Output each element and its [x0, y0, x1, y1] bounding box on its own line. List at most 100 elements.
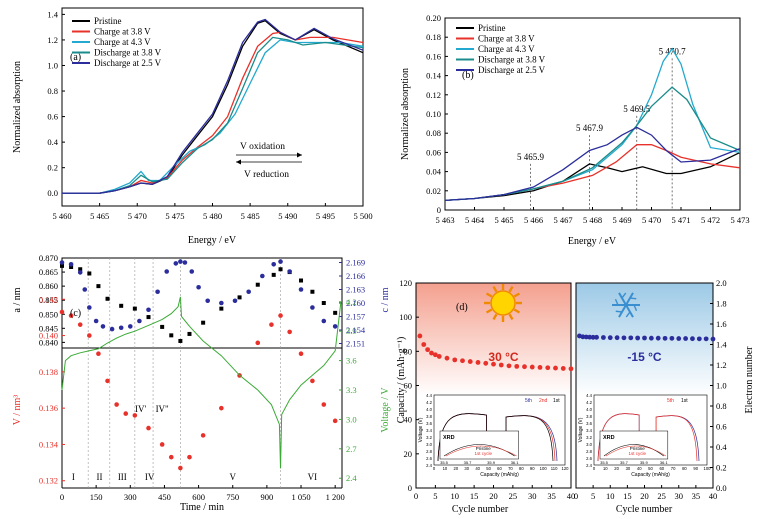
d-inset-ytick-label: 4.4	[426, 393, 432, 398]
d-ytick-label: 80	[404, 346, 413, 356]
c-c-point	[82, 287, 88, 292]
c-a-point	[69, 265, 74, 269]
d-capacity-point	[522, 364, 527, 370]
a-series-line	[62, 18, 364, 194]
a-ytick-label: 1.0	[47, 60, 58, 70]
c-xtick-label: 150	[90, 492, 103, 502]
d-xrd-frame	[439, 430, 519, 460]
sun-ray	[485, 292, 493, 298]
c-a-point	[237, 295, 242, 300]
d-inset-legend-label: 5th	[525, 398, 532, 404]
d-inset-ytick-label: 2.4	[586, 463, 592, 468]
d-capacity-point	[587, 334, 593, 340]
c-V-point	[68, 313, 74, 318]
c-c-point	[321, 318, 327, 324]
b-legend-label: Pristine	[478, 23, 506, 33]
c-c-point	[246, 289, 251, 295]
b-xtick-label: 5 465	[494, 215, 513, 225]
c-V-point	[105, 378, 110, 384]
d-xrd-label: XRD	[443, 435, 455, 441]
panel-c-series	[59, 259, 342, 471]
panel-c-a-ylabel: a / nm	[12, 287, 23, 312]
c-a-point	[278, 267, 283, 272]
c-V-point	[321, 402, 327, 407]
d-capacity-point	[568, 366, 574, 372]
snowflake-branch	[615, 310, 623, 313]
d-ytick-label: 0	[408, 483, 412, 493]
d-xrd-xtick-label: 36.1	[511, 460, 520, 465]
c-a-point	[271, 272, 276, 277]
d-capacity-point	[594, 334, 599, 340]
d-xrd-xtick-label: 35.9	[640, 460, 649, 465]
c-a-point	[333, 310, 338, 315]
d-xtick-label: 20	[640, 491, 649, 501]
d-inset-ytick-label: 4.4	[586, 393, 592, 398]
c-xtick-label: 300	[124, 492, 137, 502]
d-capacity-point	[648, 335, 654, 341]
c-v-ytick-label: 0.138	[39, 367, 58, 377]
d-inset-xtick-label: 30	[626, 466, 631, 471]
d-capacity-point	[669, 335, 675, 341]
c-a-point	[119, 303, 124, 308]
panel-a-lines	[62, 18, 364, 194]
c-v-ytick-label: 0.140	[39, 331, 58, 341]
d-xrd-xtick-label: 35.7	[620, 460, 629, 465]
d-xrd-legend-pristine: Pristine	[630, 446, 646, 451]
c-c-point	[260, 273, 265, 279]
c-c-ytick-label: 2.166	[346, 271, 365, 281]
d-inset-xtick-label: 90	[530, 466, 535, 471]
b-series-line	[444, 86, 741, 202]
d-inset-ytick-label: 3.2	[586, 435, 592, 440]
sun-ray	[485, 308, 493, 314]
d-inset-legend-label: 1st	[553, 398, 560, 404]
b-ytick-label: 0	[437, 205, 441, 215]
b-xtick-label: 5 473	[730, 215, 749, 225]
snowflake-branch	[621, 292, 627, 299]
d-xrd-label: XRD	[603, 435, 615, 441]
c-c-ytick-label: 2.169	[346, 258, 365, 268]
a-xtick-label: 5 485	[241, 211, 260, 221]
panel-b-label: (b)	[462, 70, 474, 81]
d-inset-ytick-label: 2.8	[426, 449, 432, 454]
c-c-ytick-label: 2.151	[346, 339, 365, 349]
d-capacity-point	[545, 365, 551, 371]
a-xtick-label: 5 475	[165, 211, 184, 221]
d-capacity-point	[642, 335, 647, 341]
c-c-point	[173, 261, 179, 266]
panel-d-label: (d)	[456, 302, 468, 313]
d-capacity-point	[676, 336, 682, 341]
c-V-point	[219, 405, 224, 411]
d-xtick-label: 40	[567, 491, 576, 501]
a-ytick-label: 0.2	[47, 163, 58, 173]
c-a-point	[201, 320, 206, 325]
c-V-point	[123, 411, 129, 416]
c-c-point	[332, 324, 338, 329]
c-a-ytick-label: 0.850	[39, 309, 58, 319]
c-c-ytick-label: 2.157	[346, 312, 365, 322]
snowflake-branch	[633, 304, 638, 312]
b-ytick-label: 0.10	[426, 109, 441, 119]
c-volt-ytick-label: 3.0	[346, 414, 357, 424]
a-xtick-label: 5 490	[278, 211, 297, 221]
c-c-point	[271, 262, 277, 267]
d-inset-ytick-label: 4.0	[586, 407, 592, 412]
a-legend-label: Charge at 4.3 V	[94, 37, 151, 47]
d-capacity-point	[475, 360, 481, 365]
c-xtick-label: 1 050	[291, 492, 310, 502]
panel-c-xlabel: Time / min	[180, 502, 224, 513]
d-capacity-point	[583, 334, 589, 340]
d-capacity-point	[621, 335, 627, 341]
b-xtick-label: 5 470	[642, 215, 661, 225]
snowflake-arm	[618, 292, 627, 306]
c-v-ytick-label: 0.132	[39, 476, 58, 486]
c-V-point	[200, 433, 206, 438]
d-capacity-point	[444, 355, 450, 361]
d-xtick-label: 0	[574, 491, 578, 501]
sun-ray	[513, 292, 521, 298]
d-capacity-point	[683, 336, 688, 341]
c-c-point	[127, 324, 133, 329]
c-a-point	[60, 263, 64, 268]
d-xtick-label: 35	[547, 491, 556, 501]
